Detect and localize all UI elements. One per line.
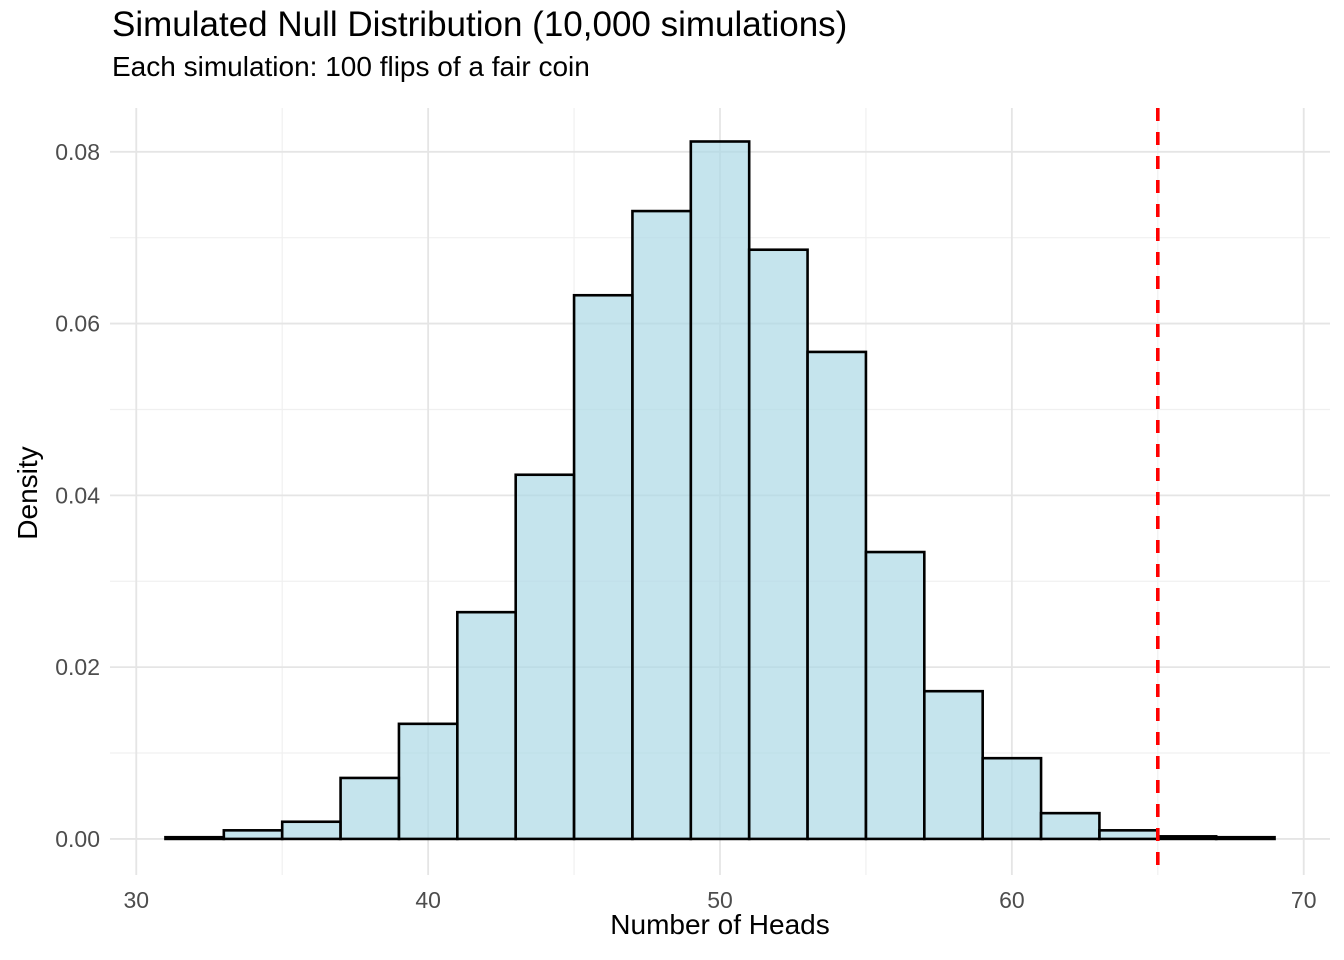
histogram-bar	[514, 473, 576, 841]
plot-subtitle: Each simulation: 100 flips of a fair coi…	[112, 51, 590, 82]
histogram-bar	[747, 248, 809, 841]
y-tick-label: 0.00	[55, 826, 100, 852]
plot-title: Simulated Null Distribution (10,000 simu…	[112, 5, 848, 44]
histogram-bar	[222, 829, 284, 841]
y-tick-label: 0.04	[55, 482, 100, 508]
histogram-bar	[280, 820, 342, 841]
histogram-bar	[339, 776, 401, 841]
y-tick-label: 0.06	[55, 311, 100, 337]
histogram-bar	[923, 689, 984, 841]
histogram-bar	[864, 550, 926, 841]
y-tick-label: 0.08	[55, 139, 100, 165]
histogram-bar	[981, 756, 1043, 841]
x-tick-label: 50	[707, 887, 733, 913]
x-tick-label: 30	[123, 887, 149, 913]
histogram-bar	[689, 140, 751, 841]
y-axis-title: Density	[12, 446, 43, 540]
histogram-bar	[1098, 829, 1160, 841]
x-tick-label: 60	[999, 887, 1025, 913]
histogram-bar	[164, 835, 226, 841]
histogram-bar	[1214, 835, 1276, 841]
histogram-bar	[572, 293, 634, 841]
x-tick-label: 70	[1291, 887, 1317, 913]
histogram-bar	[397, 722, 459, 841]
histogram-bar	[1039, 811, 1101, 841]
histogram-bar	[631, 209, 693, 841]
x-axis-title: Number of Heads	[610, 909, 830, 940]
x-tick-label: 40	[415, 887, 441, 913]
histogram-bar	[806, 350, 868, 841]
histogram-bar	[1156, 835, 1218, 841]
y-tick-label: 0.02	[55, 654, 100, 680]
histogram-bar	[456, 610, 517, 841]
